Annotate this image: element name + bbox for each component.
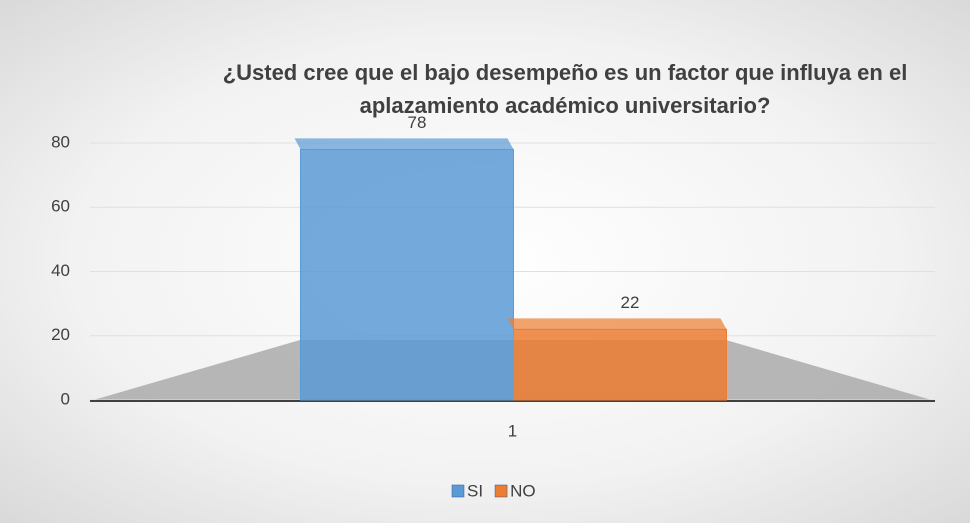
y-tick-label: 60 [51, 197, 70, 216]
data-label: 78 [408, 113, 427, 132]
bar-top [507, 318, 727, 330]
y-tick-label: 40 [51, 261, 70, 280]
legend-label: SI [467, 481, 483, 500]
bar [513, 328, 727, 401]
legend-swatch [451, 484, 465, 498]
legend-swatch [494, 484, 508, 498]
chart-title: ¿Usted cree que el bajo desempeño es un … [222, 60, 908, 118]
legend-label: NO [510, 481, 536, 500]
bar [300, 148, 514, 401]
bar-top [294, 138, 514, 150]
y-tick-label: 80 [51, 132, 70, 151]
x-tick-label: 1 [508, 421, 517, 440]
data-label: 22 [621, 293, 640, 312]
y-tick-label: 0 [61, 389, 70, 408]
y-tick-label: 20 [51, 325, 70, 344]
